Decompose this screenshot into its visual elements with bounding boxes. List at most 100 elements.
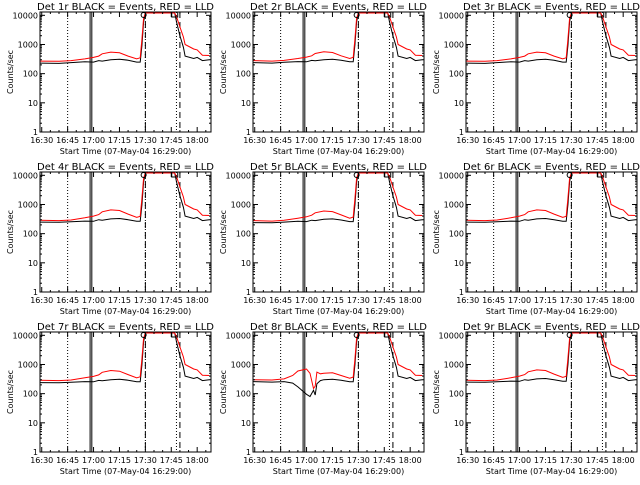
series-line-lld — [466, 332, 636, 382]
series-line-events — [253, 172, 423, 224]
y-tick-label: 100 — [449, 70, 464, 79]
x-tick-label: 17:30 — [134, 296, 157, 305]
chart-panel: Det 3r BLACK = Events, RED = LLD 1 10 100 10… — [432, 2, 640, 156]
series-line-events — [253, 332, 423, 398]
chart-title: Det 7r BLACK = Events, RED = LLD — [37, 322, 214, 333]
x-tick-label: 18:00 — [399, 296, 422, 305]
y-tick-label: 100 — [23, 230, 38, 239]
y-tick-label: 10 — [28, 99, 38, 108]
x-tick-label: 16:30 — [243, 136, 266, 145]
x-tick-label: 17:30 — [134, 456, 157, 465]
y-tick-label: 1 — [246, 128, 251, 137]
x-tick-label: 16:30 — [30, 296, 53, 305]
x-tick-label: 16:45 — [482, 456, 505, 465]
x-tick-label: 17:45 — [160, 136, 183, 145]
y-tick-label: 10 — [28, 259, 38, 268]
y-tick-label: 1 — [33, 448, 38, 457]
y-tick-label: 1000 — [444, 40, 464, 49]
y-axis-label: Counts/sec — [219, 210, 228, 254]
x-tick-label: 17:00 — [508, 456, 531, 465]
y-axis-label: Counts/sec — [432, 210, 441, 254]
x-tick-label: 16:45 — [482, 296, 505, 305]
x-tick-label: 17:45 — [160, 456, 183, 465]
series-line-lld — [253, 172, 423, 222]
x-tick-label: 16:45 — [269, 296, 292, 305]
series-line-events — [466, 332, 636, 383]
y-axis-label: Counts/sec — [6, 370, 15, 414]
x-tick-label: 17:30 — [347, 136, 370, 145]
y-tick-label: 1000 — [18, 40, 38, 49]
x-tick-label: 16:30 — [243, 296, 266, 305]
chart-panel: Det 4r BLACK = Events, RED = LLD 1 10 100 10… — [6, 162, 214, 316]
x-axis-label: Start Time (07-May-04 16:29:00) — [60, 307, 191, 316]
x-tick-label: 17:15 — [108, 296, 131, 305]
x-tick-label: 17:15 — [108, 136, 131, 145]
x-tick-label: 17:15 — [534, 296, 557, 305]
x-tick-label: 16:30 — [30, 136, 53, 145]
x-tick-label: 18:00 — [399, 456, 422, 465]
y-tick-label: 10 — [241, 99, 251, 108]
x-tick-label: 17:00 — [508, 296, 531, 305]
y-tick-label: 10000 — [439, 331, 464, 340]
x-tick-label: 18:00 — [186, 296, 209, 305]
y-tick-label: 10 — [241, 259, 251, 268]
series-group — [253, 172, 423, 224]
x-tick-label: 17:00 — [82, 296, 105, 305]
x-tick-label: 17:30 — [347, 296, 370, 305]
y-tick-label: 10000 — [439, 171, 464, 180]
y-tick-label: 1000 — [231, 360, 251, 369]
x-axis-label: Start Time (07-May-04 16:29:00) — [486, 147, 617, 156]
x-tick-label: 17:15 — [321, 456, 344, 465]
x-axis-label: Start Time (07-May-04 16:29:00) — [486, 467, 617, 476]
plot-frame — [252, 11, 425, 133]
chart-panel: Det 9r BLACK = Events, RED = LLD 1 10 100 10… — [432, 322, 640, 476]
y-tick-label: 10000 — [226, 171, 251, 180]
series-line-events — [466, 12, 636, 64]
x-tick-label: 17:30 — [134, 136, 157, 145]
x-tick-label: 17:30 — [347, 456, 370, 465]
plot-frame — [252, 171, 425, 293]
series-line-events — [40, 12, 210, 64]
x-tick-label: 17:45 — [586, 456, 609, 465]
chart-panel: Det 6r BLACK = Events, RED = LLD 1 10 100 10… — [432, 162, 640, 316]
y-tick-label: 1 — [246, 448, 251, 457]
x-tick-label: 17:15 — [321, 136, 344, 145]
series-group — [253, 332, 423, 398]
chart-title: Det 6r BLACK = Events, RED = LLD — [463, 162, 640, 173]
x-tick-label: 17:00 — [82, 136, 105, 145]
x-tick-label: 17:00 — [295, 296, 318, 305]
y-axis-label: Counts/sec — [432, 50, 441, 94]
y-tick-label: 10 — [28, 419, 38, 428]
plot-frame — [465, 171, 638, 293]
series-group — [466, 12, 636, 64]
plot-frame — [465, 331, 638, 453]
y-tick-label: 10000 — [439, 11, 464, 20]
plot-frame — [39, 171, 212, 293]
series-group — [253, 12, 423, 64]
x-tick-label: 17:45 — [373, 296, 396, 305]
y-tick-label: 10000 — [226, 11, 251, 20]
x-tick-label: 17:30 — [560, 296, 583, 305]
plot-frame — [465, 11, 638, 133]
y-tick-label: 100 — [449, 390, 464, 399]
series-line-lld — [40, 12, 210, 62]
series-line-lld — [40, 332, 210, 382]
y-tick-label: 10000 — [226, 331, 251, 340]
y-tick-label: 100 — [236, 390, 251, 399]
plot-frame — [252, 331, 425, 453]
x-tick-label: 17:30 — [560, 136, 583, 145]
x-tick-label: 17:45 — [586, 136, 609, 145]
plot-frame — [39, 331, 212, 453]
y-tick-label: 1 — [33, 288, 38, 297]
y-tick-label: 1 — [459, 448, 464, 457]
y-tick-label: 10 — [454, 419, 464, 428]
y-tick-label: 1000 — [444, 360, 464, 369]
y-tick-label: 10 — [241, 419, 251, 428]
x-axis-label: Start Time (07-May-04 16:29:00) — [486, 307, 617, 316]
chart-panel: Det 1r BLACK = Events, RED = LLD 1 10 100 10… — [6, 2, 214, 156]
chart-title: Det 8r BLACK = Events, RED = LLD — [250, 322, 427, 333]
chart-panel: Det 2r BLACK = Events, RED = LLD 1 10 100 10… — [219, 2, 427, 156]
chart-title: Det 9r BLACK = Events, RED = LLD — [463, 322, 640, 333]
chart-panel: Det 5r BLACK = Events, RED = LLD 1 10 100 10… — [219, 162, 427, 316]
